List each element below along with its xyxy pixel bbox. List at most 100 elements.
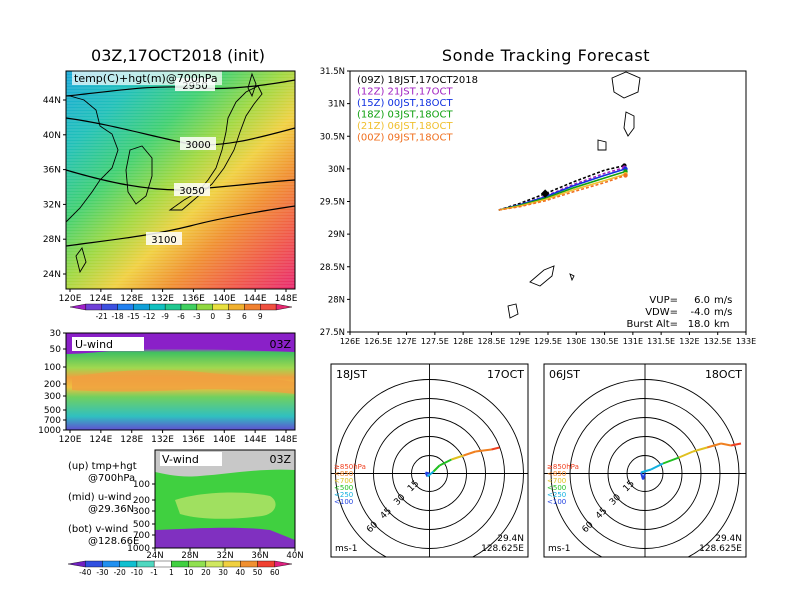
v-colorbar-label: 50	[253, 568, 263, 577]
v-colorbar-label: -20	[114, 568, 126, 577]
temp-map-frame	[65, 70, 296, 290]
v-wind-lat-tick: 40N	[286, 551, 303, 561]
hodograph-level-label: <100	[334, 498, 353, 506]
v-wind-mid-pos	[175, 492, 276, 519]
temp-colorbar-label: 3	[226, 312, 231, 321]
v-colorbar-swatch	[136, 560, 155, 568]
temp-colorbar-label: -15	[127, 312, 139, 321]
temp-colorbar-swatch	[244, 303, 261, 311]
hodograph-segment	[720, 442, 732, 447]
v-colorbar-label: 60	[270, 568, 280, 577]
contour-label-3050: 3050	[179, 186, 204, 197]
hodograph-level-label: ≥850hPa	[547, 463, 579, 471]
hodograph-segment	[432, 464, 441, 473]
param-vdw-label: VDW=	[645, 307, 678, 318]
legend-up-a: (up) tmp+hgt	[68, 461, 137, 472]
temp-colorbar-label: 9	[258, 312, 263, 321]
temp-colorbar-label: -9	[161, 312, 169, 321]
param-burst-value: 18.0	[688, 319, 710, 330]
hodograph-level-label: <100	[547, 498, 566, 506]
u-wind-p-tick: 300	[44, 392, 61, 402]
island-kyushu-south	[611, 71, 641, 99]
v-wind-p-tick: 500	[133, 520, 150, 530]
u-wind-p-tick: 1000	[38, 426, 61, 436]
u-wind-lon-tick: 132E	[151, 435, 174, 445]
hodograph-segment	[706, 442, 722, 449]
u-wind-lon-tick: 124E	[89, 435, 112, 445]
u-wind-time: 03Z	[269, 338, 291, 351]
u-wind-p-tick: 700	[44, 416, 61, 426]
v-colorbar-swatch	[188, 560, 207, 568]
track-series-0	[498, 164, 625, 211]
param-vup-value: 6.0	[694, 295, 710, 306]
u-wind-lon-tick: 140E	[213, 435, 236, 445]
param-burst-label: Burst Alt=	[626, 319, 678, 330]
temp-colorbar-label: 0	[210, 312, 215, 321]
temp-colorbar-swatch	[275, 303, 293, 311]
track-lat-tick: 29.5N	[320, 198, 345, 208]
track-lon-tick: 129E	[510, 337, 530, 346]
v-colorbar-swatch	[67, 560, 86, 568]
v-wind-p-tick: 700	[133, 531, 150, 541]
v-colorbar-label: 40	[236, 568, 246, 577]
v-colorbar-label: -40	[79, 568, 91, 577]
u-wind-lon-tick: 136E	[182, 435, 205, 445]
temp-lon-tick: 144E	[244, 294, 267, 304]
track-lon-tick: 133E	[736, 337, 756, 346]
hodograph-level-label: ≥850hPa	[334, 463, 366, 471]
hodograph-level-label: <500	[547, 484, 566, 492]
island-yakushima	[597, 139, 607, 151]
hodograph-level-label: <700	[334, 477, 353, 485]
u-wind-jet-core	[72, 369, 295, 394]
hodograph-level-label: <850	[547, 470, 566, 478]
temp-colorbar-swatch	[69, 303, 87, 311]
hodograph-segment	[451, 454, 464, 461]
temp-lat-tick: 36N	[43, 166, 61, 176]
v-wind-lat-tick: 28N	[181, 551, 198, 561]
hodograph-lat: 29.4N	[497, 534, 524, 544]
hodograph-level-label: <500	[334, 484, 353, 492]
island-tokunoshima	[507, 303, 519, 319]
u-wind-label: U-wind	[75, 338, 113, 351]
v-wind-p-tick: 200	[133, 496, 150, 506]
v-colorbar-swatch	[171, 560, 189, 568]
hodograph-segment	[678, 450, 694, 459]
temp-colorbar-swatch	[85, 303, 102, 311]
v-wind-time: 03Z	[269, 453, 291, 466]
track-lat-tick: 28.5N	[320, 263, 345, 273]
v-colorbar-label: 30	[218, 568, 228, 577]
track-legend-entry: (00Z) 09JST,18OCT	[357, 133, 453, 144]
param-vup-unit: m/s	[714, 295, 732, 306]
temp-lat-tick: 24N	[43, 270, 61, 280]
v-colorbar-swatch	[85, 560, 103, 568]
hodograph-level-label: <250	[334, 491, 353, 499]
temp-map-panel: 2950 3000 3050 3100 temp(C)+hgt(m)@700hP…	[43, 70, 298, 321]
temp-colorbar-swatch	[196, 303, 213, 311]
hodograph-unit: ms-1	[335, 544, 357, 554]
track-legend-entry: (18Z) 03JST,18OCT	[357, 110, 453, 121]
temp-colorbar-label: -12	[143, 312, 155, 321]
v-colorbar-label: 10	[184, 568, 194, 577]
hodograph-level-label: <700	[547, 477, 566, 485]
hodograph-lon: 128.625E	[699, 544, 742, 554]
track-lon-tick: 130.5E	[591, 337, 619, 346]
u-wind-p-tick: 100	[44, 363, 61, 373]
track-lon-tick: 128.5E	[477, 337, 505, 346]
contour-label-3000: 3000	[185, 140, 210, 151]
u-wind-lon-tick: 148E	[275, 435, 298, 445]
temp-map-label: temp(C)+hgt(m)@700hPa	[74, 72, 218, 85]
coastline-taiwan	[75, 247, 87, 274]
contour-3100	[65, 205, 296, 247]
legend-mid-b: @29.36N	[88, 504, 134, 515]
v-colorbar-label: -1	[150, 568, 158, 577]
track-series-5	[498, 174, 626, 211]
track-map-frame	[349, 70, 747, 333]
track-legend-entry: (15Z) 00JST,18OCT	[357, 98, 453, 109]
track-lon-tick: 127E	[396, 337, 416, 346]
v-colorbar-swatch	[240, 560, 258, 568]
temp-lon-tick: 128E	[120, 294, 143, 304]
hodograph-time: 06JST	[549, 368, 580, 381]
track-lat-tick: 29N	[328, 230, 345, 240]
